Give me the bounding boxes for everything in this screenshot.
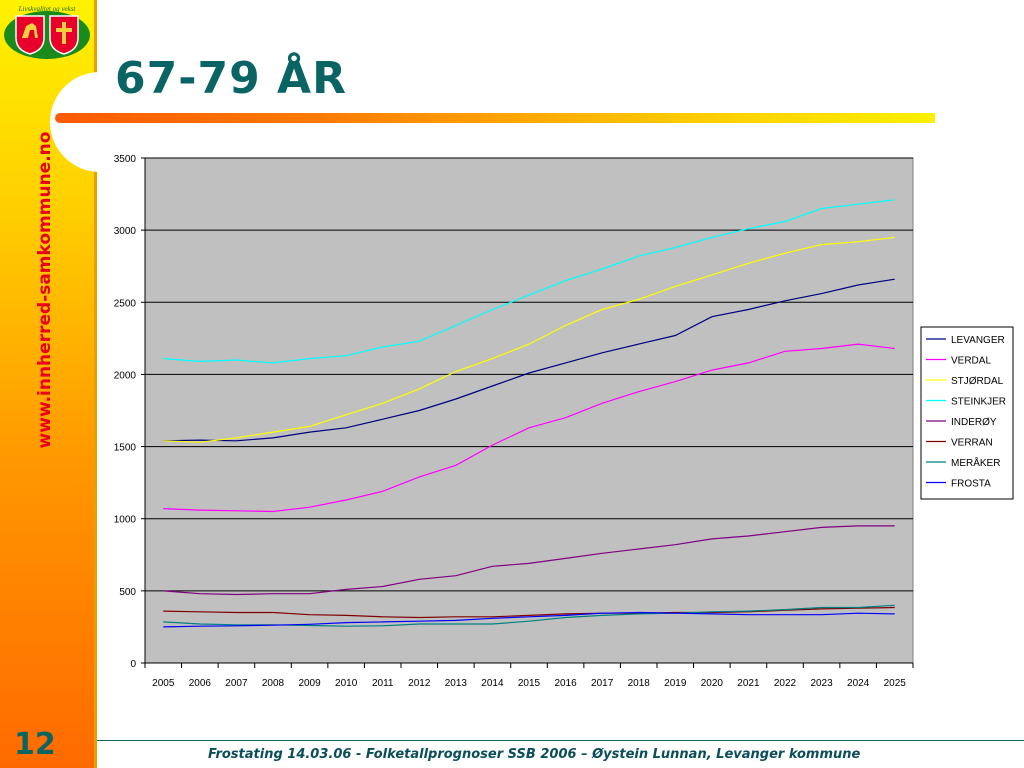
y-tick-label: 3500 [114, 154, 137, 165]
y-tick-label: 500 [119, 587, 136, 598]
x-tick-label: 2011 [372, 678, 394, 689]
footer-text: Frostating 14.03.06 - Folketallprognoser… [208, 747, 861, 762]
x-tick-label: 2021 [737, 678, 760, 689]
line-chart: 0 500 1000 1500 2000 2500 3000 3500 2005 2006 2007… [114, 154, 1014, 689]
legend-label: MERÅKER [951, 456, 1000, 469]
x-tick-label: 2005 [152, 678, 175, 689]
x-tick-label: 2016 [554, 678, 577, 689]
y-tick-label: 2500 [114, 298, 137, 309]
x-tick-label: 2008 [262, 678, 285, 689]
x-tick-label: 2007 [225, 678, 248, 689]
svg-text:Livskvalitet og vekst: Livskvalitet og vekst [18, 5, 77, 13]
legend-label: LEVANGER [951, 335, 1005, 346]
y-tick-label: 0 [130, 659, 136, 670]
x-tick-label: 2023 [810, 678, 833, 689]
series-line-frosta [163, 611, 895, 628]
x-tick-label: 2010 [335, 678, 358, 689]
x-tick-label: 2017 [591, 678, 614, 689]
legend-label: FROSTA [951, 479, 991, 490]
x-tick-label: 2014 [481, 678, 504, 689]
series-line-inderøy [163, 525, 895, 596]
x-tick-label: 2015 [518, 678, 541, 689]
x-tick-label: 2009 [298, 678, 321, 689]
title-underline-bar [55, 113, 935, 123]
plot-area [144, 157, 914, 664]
x-tick-label: 2022 [774, 678, 797, 689]
legend-label: VERDAL [951, 356, 991, 367]
y-tick-label: 3000 [114, 226, 137, 237]
legend [920, 326, 1014, 500]
footer-divider [97, 740, 1024, 741]
series-line-verdal [163, 343, 895, 513]
y-tick-label: 2000 [114, 370, 137, 381]
slide-title: 67-79 ÅR [115, 53, 347, 104]
sidebar-divider [94, 0, 97, 768]
series-line-stjørdal [163, 236, 895, 443]
legend-label: STJØRDAL [951, 376, 1004, 387]
x-tick-label: 2020 [701, 678, 724, 689]
x-tick-label: 2024 [847, 678, 870, 689]
legend-label: VERRAN [951, 438, 993, 449]
series-line-levanger [163, 278, 895, 442]
y-tick-label: 1500 [114, 443, 137, 454]
x-tick-label: 2013 [445, 678, 468, 689]
legend-label: INDERØY [951, 417, 997, 428]
series-line-steinkjer [163, 199, 895, 364]
series-line-verran [163, 606, 895, 619]
x-tick-label: 2019 [664, 678, 687, 689]
x-tick-label: 2018 [628, 678, 651, 689]
x-tick-label: 2025 [884, 678, 907, 689]
legend-label: STEINKJER [951, 397, 1006, 408]
y-tick-label: 1000 [114, 515, 137, 526]
page-number: 12 [14, 727, 56, 762]
x-tick-label: 2006 [189, 678, 212, 689]
municipality-logo: Livskvalitet og vekst [4, 5, 90, 59]
x-tick-label: 2012 [408, 678, 431, 689]
